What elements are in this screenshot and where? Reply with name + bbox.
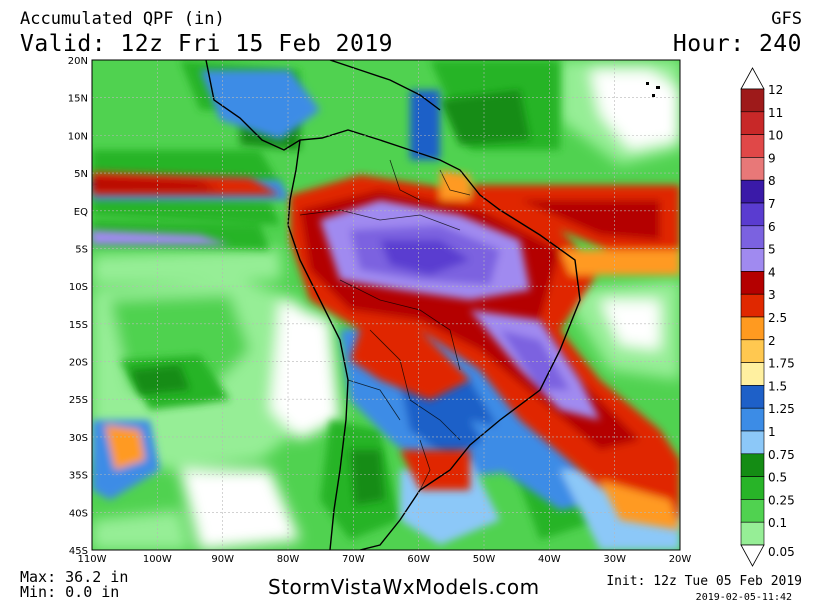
legend-label: 2 — [768, 334, 776, 348]
legend-arrow-down — [740, 544, 765, 567]
coastline — [205, 60, 581, 550]
lat-label: 25S — [69, 395, 88, 406]
precip-legend: 12 11 10 9 8 7 6 5 4 3 2.5 2 1.75 1.5 1.25 1 0.75 0.5 0.25… — [740, 67, 795, 567]
legend-label: 7 — [768, 197, 776, 211]
legend-swatch — [740, 362, 765, 386]
lat-label: 45S — [69, 546, 88, 557]
legend-swatch — [740, 111, 765, 135]
lon-label: 110W — [78, 554, 107, 565]
lat-label: EQ — [74, 207, 88, 218]
init-time: Init: 12z Tue 05 Feb 2019 — [606, 574, 802, 589]
legend-label: 3 — [768, 288, 776, 302]
lon-label: 50W — [473, 554, 496, 565]
lat-label: 10N — [68, 131, 88, 142]
legend-label: 5 — [768, 243, 776, 257]
legend-swatch — [740, 499, 765, 523]
legend-swatch — [740, 385, 765, 409]
lon-label: 100W — [143, 554, 172, 565]
qpf-map: 110W 100W 90W 80W 70W 60W 50W 40W 30W 20W 20N15N1… — [68, 56, 795, 567]
legend-label: 0.1 — [768, 516, 787, 530]
legend-label: 1 — [768, 425, 776, 439]
site-watermark: StormVistaWxModels.com — [268, 575, 540, 599]
lat-label: 30S — [69, 433, 88, 444]
legend-swatch — [740, 248, 765, 272]
legend-label: 6 — [768, 220, 776, 234]
legend-label: 0.25 — [768, 493, 795, 507]
legend-swatch — [740, 225, 765, 249]
legend-label: 1.75 — [768, 357, 795, 371]
lat-label: 20N — [68, 56, 88, 67]
legend-label: 9 — [768, 151, 776, 165]
lat-label: 40S — [69, 508, 88, 519]
legend-label: 1.25 — [768, 402, 795, 416]
model-name: GFS — [771, 9, 802, 29]
legend-label: 1.5 — [768, 379, 787, 393]
lon-label: 90W — [211, 554, 234, 565]
legend-swatch — [740, 202, 765, 227]
forecast-hour: Hour: 240 — [672, 31, 802, 57]
legend-swatch — [740, 430, 765, 455]
lat-label: 20S — [69, 358, 88, 369]
legend-swatch — [740, 157, 765, 181]
legend-label: 11 — [768, 106, 783, 120]
legend-swatch — [740, 179, 765, 204]
legend-swatch — [740, 271, 765, 295]
precip-field — [92, 60, 680, 550]
legend-swatch — [740, 88, 765, 113]
valid-time: Valid: 12z Fri 15 Feb 2019 — [20, 31, 394, 57]
legend-swatch — [740, 316, 765, 341]
map-frame — [91, 59, 681, 551]
islands — [646, 82, 660, 97]
lon-label: 60W — [407, 554, 430, 565]
legend-swatch — [740, 476, 765, 500]
legend-swatch — [740, 293, 765, 318]
country-borders — [299, 159, 471, 491]
legend-label: 8 — [768, 174, 776, 188]
lat-label: 5S — [75, 244, 88, 255]
legend-swatch — [740, 453, 765, 477]
legend-label: 4 — [768, 265, 776, 279]
lat-label: 15S — [69, 320, 88, 331]
legend-swatch — [740, 134, 765, 158]
lon-label: 30W — [603, 554, 626, 565]
lon-label: 20W — [669, 554, 692, 565]
min-value: Min: 0.0 in — [20, 583, 120, 601]
lon-label: 40W — [538, 554, 561, 565]
lat-label: 5N — [74, 169, 88, 180]
legend-label: 2.5 — [768, 311, 787, 325]
max-value: Max: 36.2 in — [20, 568, 129, 586]
legend-label: 0.05 — [768, 545, 795, 559]
lat-label: 35S — [69, 471, 88, 482]
lon-label: 80W — [277, 554, 300, 565]
timestamp: 2019-02-05-11:42 — [695, 592, 792, 603]
legend-swatch — [740, 339, 765, 363]
legend-label: 0.75 — [768, 448, 795, 462]
legend-swatch — [740, 521, 765, 546]
legend-label: 0.5 — [768, 471, 787, 485]
legend-label: 10 — [768, 129, 783, 143]
legend-arrow-up — [740, 67, 765, 90]
legend-swatch — [740, 407, 765, 432]
lon-label: 70W — [342, 554, 365, 565]
lat-label: 15N — [68, 94, 88, 105]
lat-label: 10S — [69, 282, 88, 293]
map-title: Accumulated QPF (in) — [20, 9, 225, 29]
legend-label: 12 — [768, 83, 783, 97]
